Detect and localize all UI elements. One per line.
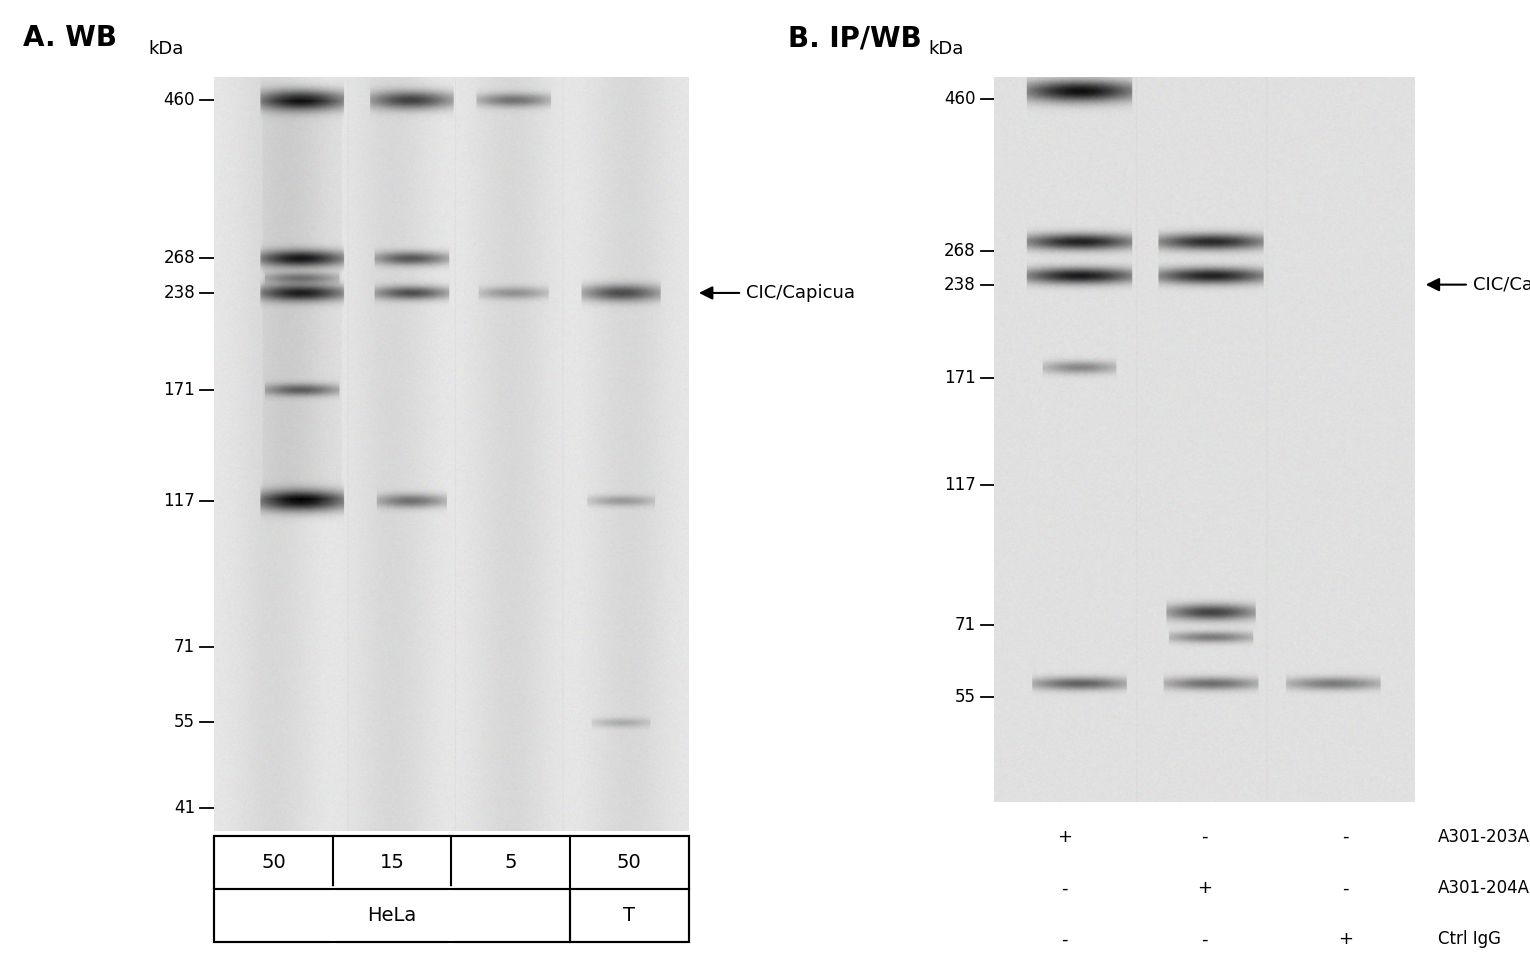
Text: -: - <box>1201 930 1209 949</box>
Text: kDa: kDa <box>929 40 964 58</box>
Text: B. IP/WB: B. IP/WB <box>788 24 921 52</box>
Text: 460: 460 <box>164 91 196 109</box>
Text: Ctrl IgG: Ctrl IgG <box>1438 930 1501 949</box>
Text: -: - <box>1342 879 1348 897</box>
Text: +: + <box>1337 930 1353 949</box>
Text: A301-203A: A301-203A <box>1438 828 1530 846</box>
Text: 5: 5 <box>505 853 517 871</box>
Text: 55: 55 <box>174 713 196 731</box>
Text: -: - <box>1201 828 1209 846</box>
Text: -: - <box>1342 828 1348 846</box>
Text: 15: 15 <box>379 853 404 871</box>
Text: 55: 55 <box>955 689 976 706</box>
Text: 171: 171 <box>944 369 976 386</box>
Text: 50: 50 <box>617 853 641 871</box>
Text: CIC/Capicua: CIC/Capicua <box>1472 275 1530 294</box>
Text: -: - <box>1062 879 1068 897</box>
Text: 71: 71 <box>174 639 196 656</box>
Text: 117: 117 <box>944 475 976 494</box>
Text: 41: 41 <box>174 799 196 817</box>
Text: 117: 117 <box>164 492 196 510</box>
Text: 171: 171 <box>164 381 196 399</box>
Text: 460: 460 <box>944 90 976 108</box>
Text: HeLa: HeLa <box>367 906 416 924</box>
Text: kDa: kDa <box>148 40 184 58</box>
Text: 71: 71 <box>955 616 976 635</box>
Text: -: - <box>1062 930 1068 949</box>
Text: 268: 268 <box>164 249 196 268</box>
Text: A. WB: A. WB <box>23 24 116 52</box>
Text: 268: 268 <box>944 242 976 260</box>
Text: +: + <box>1057 828 1073 846</box>
Text: +: + <box>1198 879 1212 897</box>
Text: T: T <box>623 906 635 924</box>
Text: 50: 50 <box>262 853 286 871</box>
Text: 238: 238 <box>944 275 976 294</box>
Text: CIC/Capicua: CIC/Capicua <box>747 284 855 302</box>
Text: A301-204A: A301-204A <box>1438 879 1530 897</box>
Text: 238: 238 <box>164 284 196 302</box>
